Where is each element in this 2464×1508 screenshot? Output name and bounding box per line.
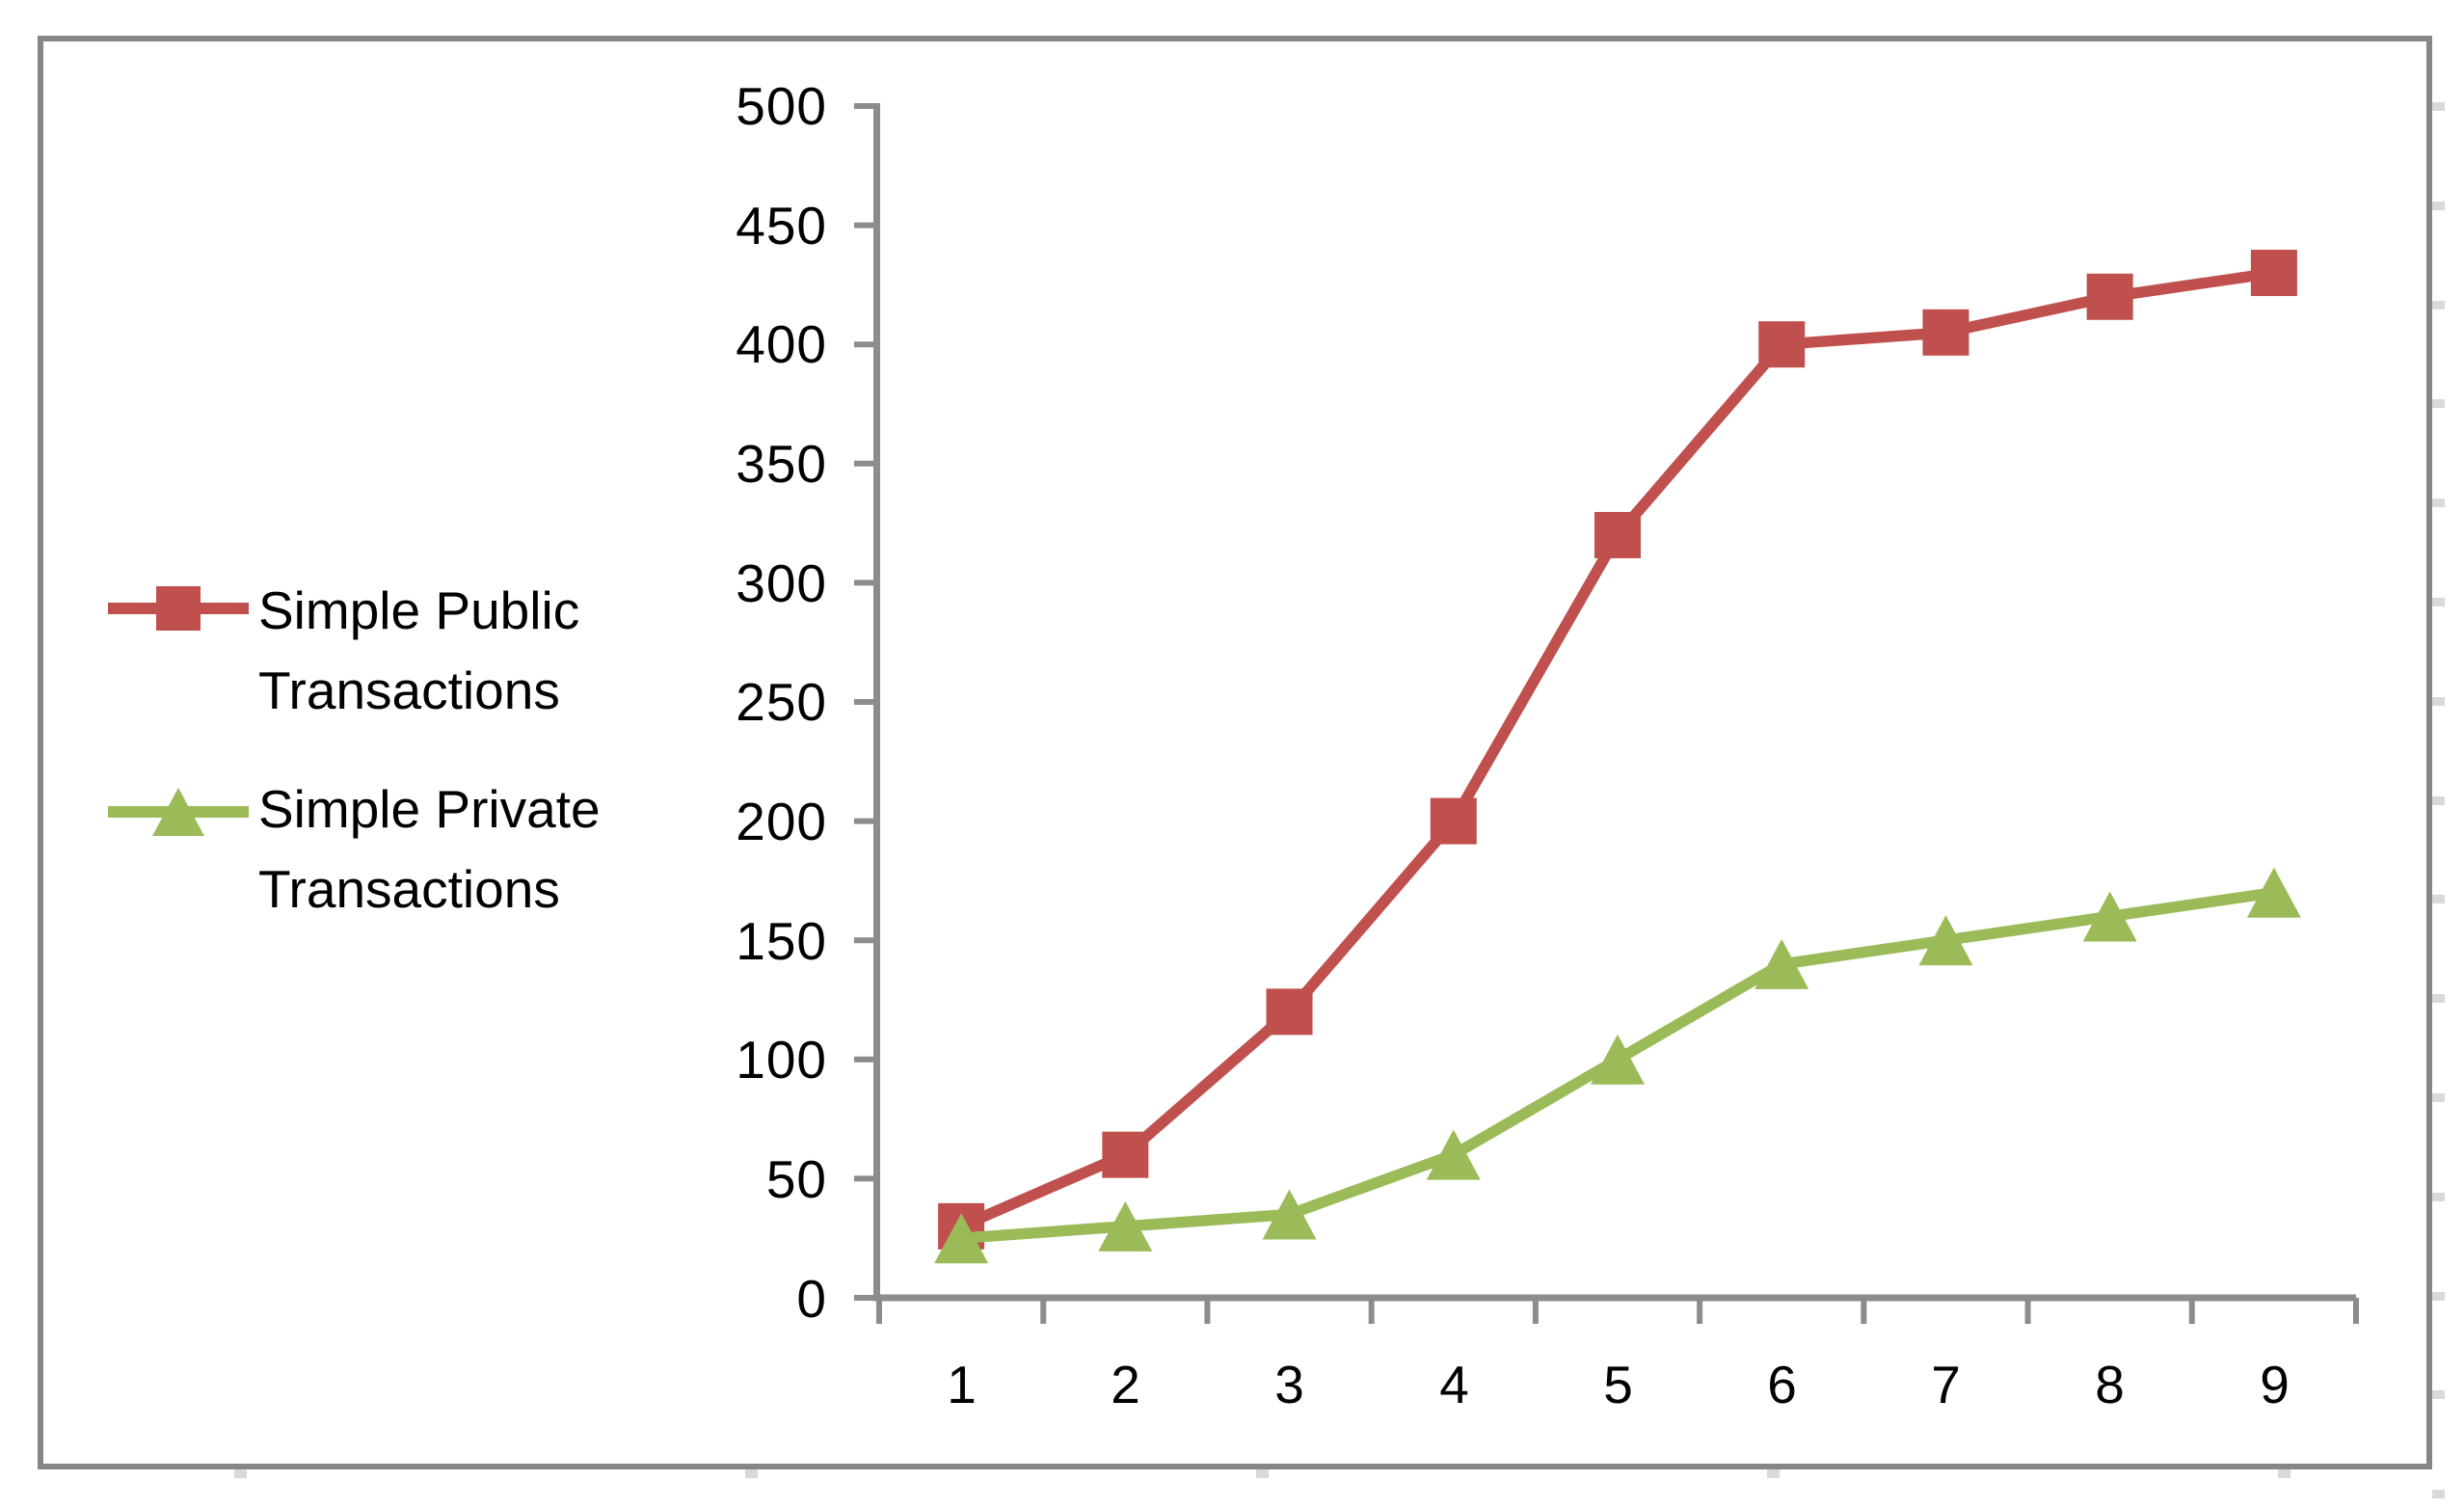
gridline-stub <box>2432 697 2445 706</box>
x-tick-label: 8 <box>2095 1355 2125 1414</box>
gridline-stub <box>2432 1292 2445 1301</box>
y-tick-label: 350 <box>736 434 827 494</box>
x-tick-label: 3 <box>1274 1355 1304 1414</box>
gridline-stub <box>745 1469 758 1478</box>
y-tick-label: 300 <box>736 553 827 613</box>
y-tick-label: 0 <box>796 1269 827 1329</box>
gridline-stub <box>2432 102 2445 111</box>
gridline-stub <box>2432 1390 2445 1399</box>
legend-label-line: Simple Private <box>258 779 601 839</box>
y-tick-label: 150 <box>736 911 827 971</box>
y-tick-label: 450 <box>736 196 827 256</box>
x-tick-label: 2 <box>1111 1355 1140 1414</box>
gridline-stub <box>2432 1093 2445 1102</box>
gridline-stub <box>2432 895 2445 903</box>
gridline-stub <box>234 1469 247 1478</box>
gridline-stub <box>2432 1193 2445 1201</box>
x-tick-label: 1 <box>947 1355 977 1414</box>
gridline-stub <box>1767 1469 1780 1478</box>
gridline-stub <box>2278 1469 2290 1478</box>
gridline-stub <box>2432 301 2445 310</box>
legend-label-line: Simple Public <box>258 580 580 640</box>
gridline-stub <box>2432 399 2445 408</box>
x-tick-label: 4 <box>1439 1355 1469 1414</box>
gridline-stub <box>2432 202 2445 210</box>
y-tick-label: 250 <box>736 672 827 732</box>
gridline-stub <box>2432 1490 2445 1498</box>
legend-label-line: Transactions <box>258 660 560 720</box>
x-tick-label: 5 <box>1603 1355 1633 1414</box>
gridline-stub <box>1256 1469 1269 1478</box>
y-tick-label: 100 <box>736 1030 827 1090</box>
gridline-stub <box>2432 796 2445 805</box>
x-tick-label: 7 <box>1931 1355 1961 1414</box>
gridline-stub <box>2432 994 2445 1003</box>
legend-item-public: Simple Public Transactions <box>258 571 579 731</box>
gridline-stub <box>2432 498 2445 507</box>
y-tick-label: 500 <box>736 76 827 136</box>
legend-label-line: Transactions <box>258 859 560 919</box>
gridline-stub <box>2432 598 2445 606</box>
y-tick-label: 50 <box>765 1149 827 1209</box>
x-tick-label: 9 <box>2260 1355 2290 1414</box>
x-tick-label: 6 <box>1767 1355 1797 1414</box>
chart-area-border <box>38 36 2432 1469</box>
y-tick-label: 400 <box>736 314 827 374</box>
y-tick-label: 200 <box>736 792 827 851</box>
legend-item-private: Simple Private Transactions <box>258 769 601 929</box>
